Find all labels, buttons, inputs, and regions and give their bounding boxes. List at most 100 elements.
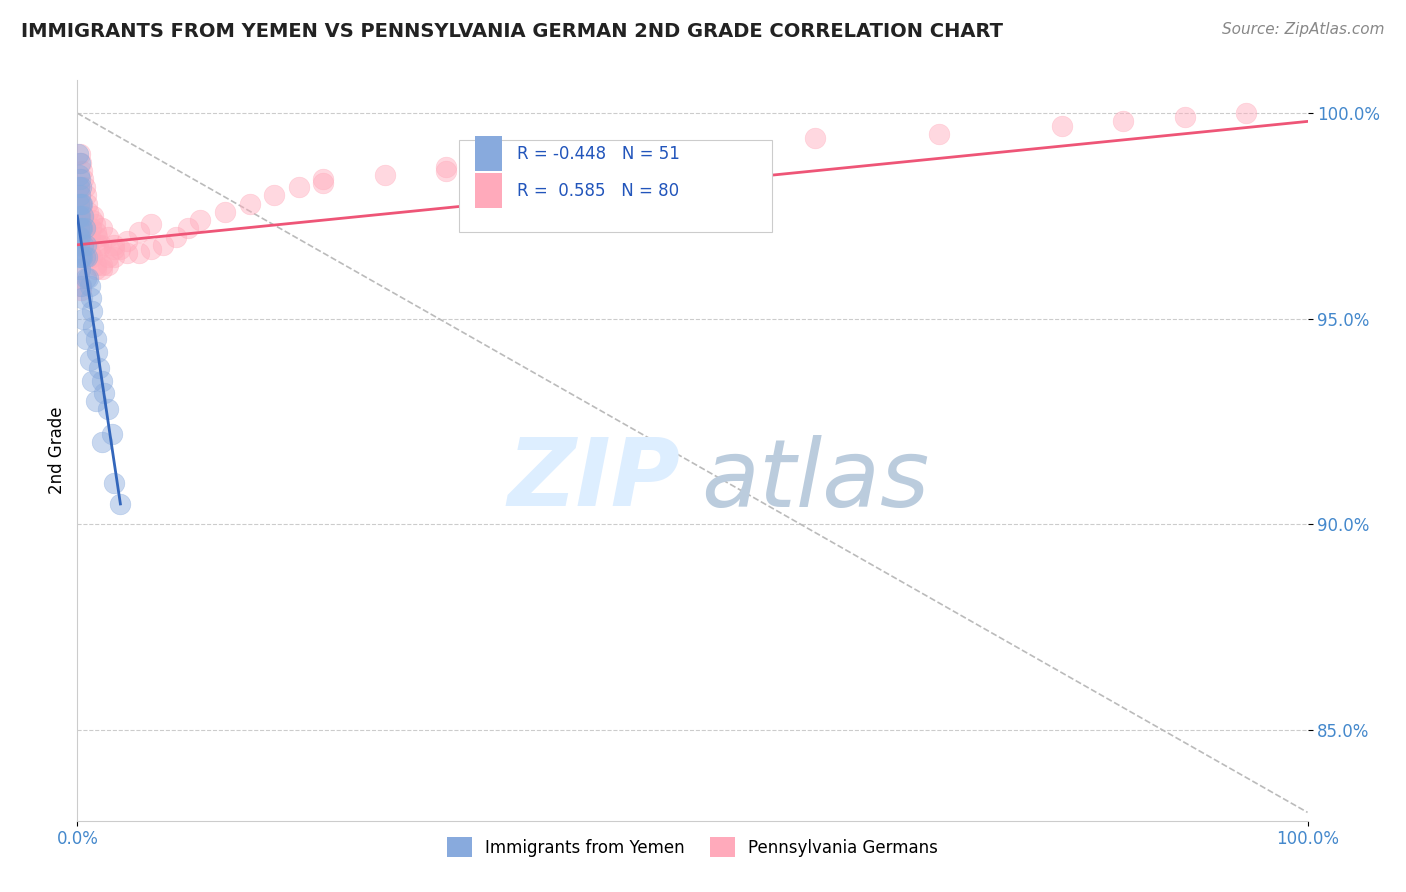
Point — [76, 237, 98, 252]
Point — [188, 213, 212, 227]
Point — [84, 262, 107, 277]
Point — [77, 234, 100, 248]
Point — [72, 213, 94, 227]
Point — [804, 131, 827, 145]
Point — [97, 229, 120, 244]
Point — [76, 196, 98, 211]
Point — [70, 180, 93, 194]
Point — [73, 221, 96, 235]
Point — [103, 237, 125, 252]
Point — [80, 291, 103, 305]
Point — [82, 250, 104, 264]
Point — [83, 217, 105, 231]
Point — [80, 221, 103, 235]
Point — [128, 246, 150, 260]
Point — [73, 180, 96, 194]
Point — [70, 250, 93, 264]
Point — [141, 242, 163, 256]
Point — [436, 160, 458, 174]
Point — [70, 221, 93, 235]
Point — [288, 180, 311, 194]
Point — [103, 476, 125, 491]
Point — [67, 237, 90, 252]
Point — [374, 168, 396, 182]
Point — [72, 237, 94, 252]
Point — [70, 155, 93, 169]
Point — [77, 270, 100, 285]
Point — [79, 246, 101, 260]
Point — [89, 242, 111, 256]
Point — [67, 196, 90, 211]
Point — [90, 374, 114, 388]
Point — [70, 250, 93, 264]
Point — [70, 163, 93, 178]
Point — [103, 250, 125, 264]
Point — [67, 196, 90, 211]
Point — [90, 237, 112, 252]
Point — [69, 250, 91, 264]
Point — [1234, 106, 1257, 120]
Point — [75, 332, 97, 346]
Point — [70, 283, 93, 297]
Point — [76, 250, 98, 264]
Text: IMMIGRANTS FROM YEMEN VS PENNSYLVANIA GERMAN 2ND GRADE CORRELATION CHART: IMMIGRANTS FROM YEMEN VS PENNSYLVANIA GE… — [21, 22, 1002, 41]
Point — [79, 353, 101, 368]
Point — [69, 155, 91, 169]
Point — [70, 205, 93, 219]
Point — [69, 188, 91, 202]
Point — [86, 344, 108, 359]
Point — [69, 209, 91, 223]
Point — [90, 221, 114, 235]
Point — [69, 279, 91, 293]
Point — [496, 155, 519, 169]
Point — [73, 221, 96, 235]
Point — [69, 172, 91, 186]
Point — [101, 427, 124, 442]
Point — [82, 213, 104, 227]
Point — [79, 279, 101, 293]
Point — [72, 172, 94, 186]
Legend: Immigrants from Yemen, Pennsylvania Germans: Immigrants from Yemen, Pennsylvania Germ… — [440, 830, 945, 864]
Point — [67, 229, 90, 244]
Text: R = -0.448   N = 51: R = -0.448 N = 51 — [516, 145, 679, 162]
Point — [436, 163, 458, 178]
Point — [152, 237, 174, 252]
Point — [84, 332, 107, 346]
Point — [67, 168, 90, 182]
Point — [110, 242, 132, 256]
Point — [103, 242, 125, 256]
Point — [682, 147, 704, 161]
Point — [70, 279, 93, 293]
Point — [928, 127, 950, 141]
Point — [1050, 119, 1073, 133]
Point — [67, 221, 90, 235]
Point — [312, 176, 335, 190]
Point — [77, 205, 100, 219]
Point — [90, 262, 114, 277]
Point — [66, 147, 89, 161]
Point — [86, 229, 108, 244]
FancyBboxPatch shape — [458, 139, 772, 232]
Point — [1112, 114, 1135, 128]
Point — [75, 270, 97, 285]
Point — [263, 188, 285, 202]
Point — [73, 250, 96, 264]
Point — [90, 435, 114, 450]
Point — [69, 262, 91, 277]
Point — [115, 246, 138, 260]
Point — [70, 196, 93, 211]
Point — [97, 250, 120, 264]
Point — [90, 258, 114, 272]
Point — [76, 237, 98, 252]
Point — [97, 402, 120, 417]
Point — [67, 180, 90, 194]
Point — [72, 311, 94, 326]
Point — [69, 188, 91, 202]
Point — [75, 242, 97, 256]
Point — [128, 226, 150, 240]
Point — [82, 209, 104, 223]
Point — [82, 320, 104, 334]
Bar — [475, 136, 502, 171]
Point — [214, 205, 236, 219]
Point — [75, 229, 97, 244]
